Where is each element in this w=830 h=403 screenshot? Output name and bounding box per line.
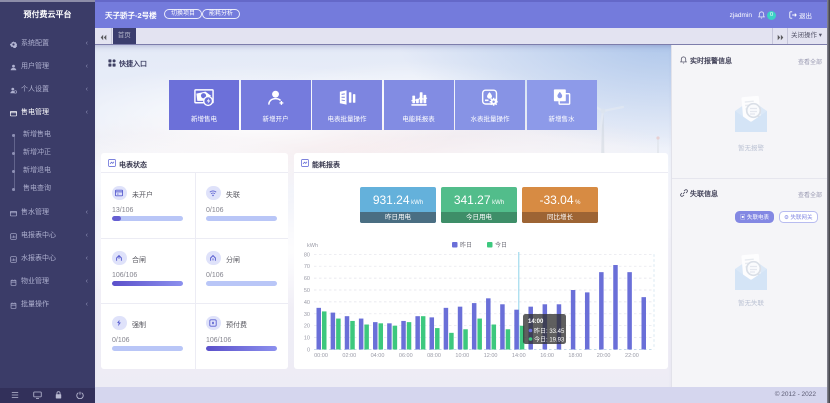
svg-text:04:00: 04:00: [371, 353, 385, 359]
svg-text:0: 0: [307, 348, 310, 354]
svg-text:22:00: 22:00: [625, 353, 639, 359]
svg-text:70: 70: [304, 264, 310, 270]
svg-text:昨日: 33.45: 昨日: 33.45: [534, 327, 565, 335]
svg-text:08:00: 08:00: [427, 353, 441, 359]
svg-text:今日: 19.93: 今日: 19.93: [534, 336, 565, 344]
svg-text:今日: 今日: [495, 241, 507, 249]
svg-text:20: 20: [304, 324, 310, 330]
svg-text:16:00: 16:00: [540, 353, 554, 359]
svg-text:10:00: 10:00: [455, 353, 469, 359]
svg-text:12:00: 12:00: [484, 353, 498, 359]
svg-text:14:00: 14:00: [512, 353, 526, 359]
svg-text:18:00: 18:00: [568, 353, 582, 359]
svg-text:10: 10: [304, 336, 310, 342]
svg-text:02:00: 02:00: [342, 353, 356, 359]
svg-text:50: 50: [304, 288, 310, 294]
svg-text:80: 80: [304, 252, 310, 258]
svg-text:kWh: kWh: [307, 243, 318, 249]
svg-text:06:00: 06:00: [399, 353, 413, 359]
svg-text:20:00: 20:00: [597, 353, 611, 359]
svg-text:00:00: 00:00: [314, 353, 328, 359]
svg-text:昨日: 昨日: [460, 241, 472, 249]
svg-text:60: 60: [304, 276, 310, 282]
svg-text:30: 30: [304, 312, 310, 318]
svg-text:14:00: 14:00: [528, 319, 544, 325]
svg-text:40: 40: [304, 300, 310, 306]
